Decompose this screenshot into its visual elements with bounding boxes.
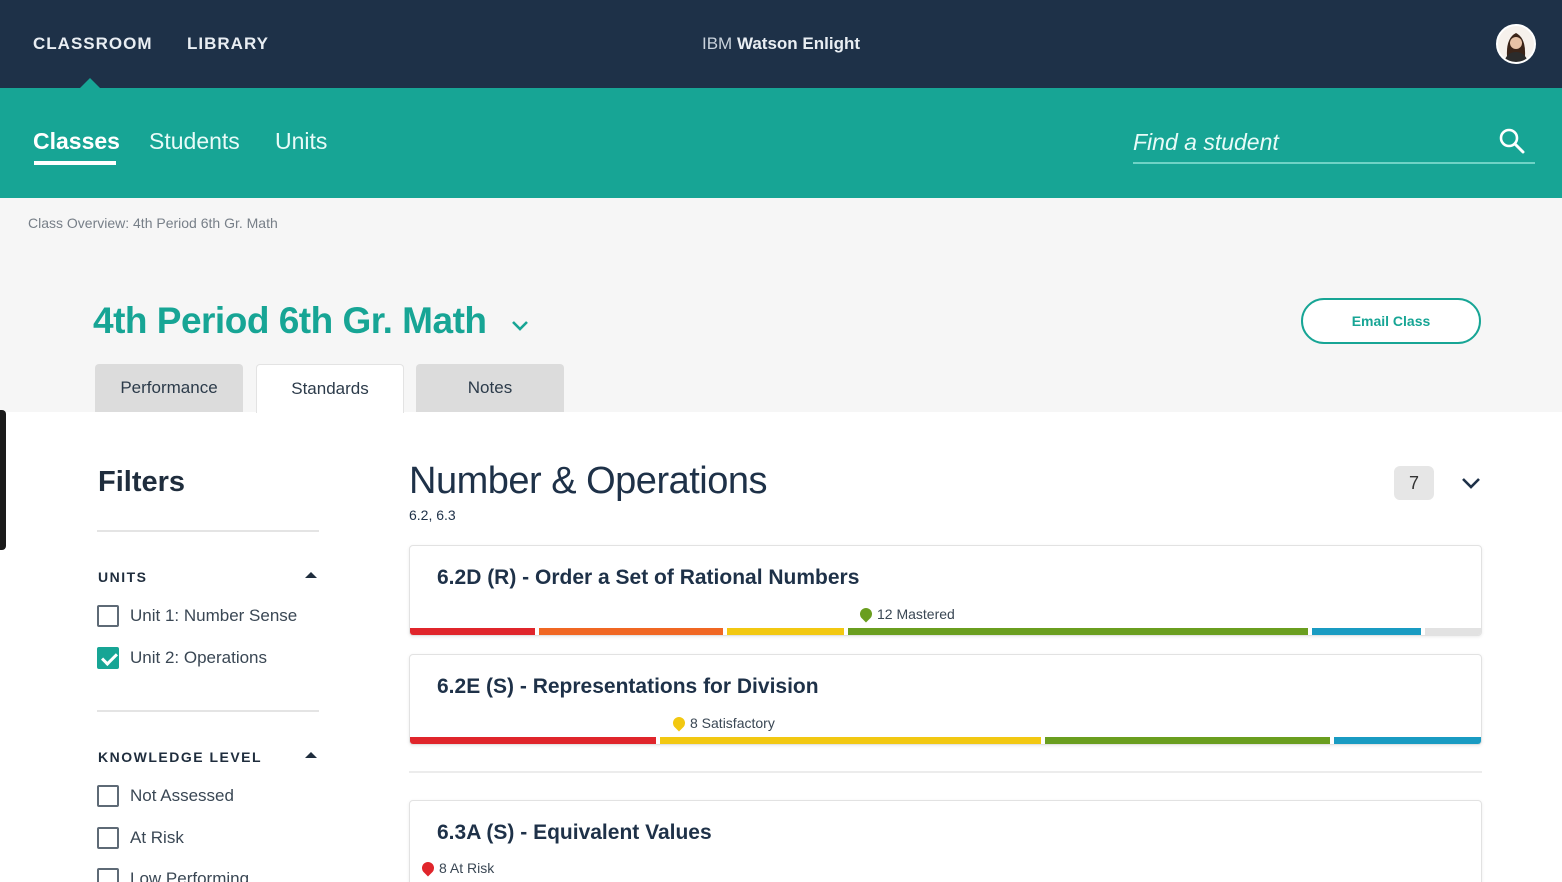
- tab-performance[interactable]: Performance: [95, 364, 243, 412]
- knowledge-level-heading[interactable]: KNOWLEDGE LEVEL: [98, 749, 263, 765]
- app-brand: IBM Watson Enlight: [0, 34, 1562, 54]
- filter-option-label: Not Assessed: [130, 786, 234, 805]
- standard-card[interactable]: 6.2D (R) - Order a Set of Rational Numbe…: [409, 545, 1482, 636]
- tab-classes[interactable]: Classes: [33, 128, 120, 154]
- window-edge: [0, 410, 6, 550]
- filters-title: Filters: [98, 466, 186, 498]
- active-section-caret-icon: [80, 78, 100, 88]
- filters-divider: [97, 710, 319, 712]
- not-assessed-checkbox[interactable]: [97, 785, 119, 807]
- at-risk-segment: [410, 737, 656, 744]
- units-filter-heading[interactable]: UNITS: [98, 569, 148, 585]
- tab-standards[interactable]: Standards: [256, 364, 404, 413]
- advanced-segment: [1312, 628, 1421, 635]
- standard-title[interactable]: 6.2E (S) - Representations for Division: [437, 675, 819, 698]
- secondary-nav: Classes Students Units: [0, 88, 1562, 198]
- not-assessed-segment: [1425, 628, 1481, 635]
- tab-units[interactable]: Units: [275, 128, 328, 154]
- filter-option-label: At Risk: [130, 828, 184, 847]
- collapse-knowledge-icon[interactable]: [305, 752, 317, 758]
- low-performing-checkbox[interactable]: [97, 868, 119, 882]
- performance-bar: [410, 628, 1481, 635]
- status-label: 12 Mastered: [857, 605, 955, 623]
- chevron-down-icon[interactable]: [509, 314, 531, 336]
- low-performing-segment: [539, 628, 723, 635]
- collapse-units-icon[interactable]: [305, 572, 317, 578]
- unit-2-checkbox[interactable]: [97, 647, 119, 669]
- user-avatar-icon[interactable]: [1496, 24, 1536, 64]
- satisfactory-segment: [660, 737, 1041, 744]
- standard-title[interactable]: 6.3A (S) - Equivalent Values: [437, 821, 712, 844]
- nav-classroom-link[interactable]: CLASSROOM: [33, 34, 153, 53]
- filter-option-label: Unit 2: Operations: [130, 648, 268, 667]
- card-separator: [409, 771, 1482, 773]
- tab-notes[interactable]: Notes: [416, 364, 564, 412]
- at-risk-segment: [410, 628, 535, 635]
- brand-prefix: IBM: [701, 34, 733, 53]
- unit-1-checkbox[interactable]: [97, 605, 119, 627]
- top-bar: CLASSROOM LIBRARY IBM Watson Enlight: [0, 0, 1562, 88]
- active-tab-underline: [34, 161, 116, 165]
- page-title[interactable]: 4th Period 6th Gr. Math: [93, 300, 487, 341]
- standards-count-badge: 7: [1394, 466, 1434, 500]
- class-header: Class Overview: 4th Period 6th Gr. Math …: [0, 198, 1562, 413]
- tab-students[interactable]: Students: [149, 128, 240, 154]
- map-pin-icon: [419, 859, 437, 877]
- satisfactory-segment: [727, 628, 844, 635]
- standard-card[interactable]: 6.2E (S) - Representations for Division …: [409, 654, 1482, 745]
- student-search: [1133, 122, 1535, 164]
- performance-bar: [410, 737, 1481, 744]
- search-input[interactable]: [1133, 122, 1493, 162]
- status-text: 8 At Risk: [439, 860, 495, 876]
- chevron-down-icon[interactable]: [1458, 470, 1484, 496]
- status-label: 8 Satisfactory: [670, 714, 775, 732]
- standard-card[interactable]: 6.3A (S) - Equivalent Values 8 At Risk: [409, 800, 1482, 882]
- filters-divider: [97, 530, 319, 532]
- email-class-button[interactable]: Email Class: [1301, 298, 1481, 344]
- advanced-segment: [1334, 737, 1481, 744]
- brand-name: Watson Enlight: [736, 34, 861, 53]
- standard-title[interactable]: 6.2D (R) - Order a Set of Rational Numbe…: [437, 566, 860, 589]
- section-title: Number & Operations: [409, 460, 768, 502]
- search-icon[interactable]: [1497, 126, 1527, 156]
- mastered-segment: [848, 628, 1308, 635]
- filter-option-label: Low Performing: [130, 869, 250, 882]
- section-standards-codes: 6.2, 6.3: [409, 507, 456, 523]
- status-text: 8 Satisfactory: [690, 715, 775, 731]
- map-pin-icon: [857, 605, 875, 623]
- status-label: 8 At Risk: [419, 859, 495, 877]
- nav-library-link[interactable]: LIBRARY: [187, 34, 269, 53]
- breadcrumb[interactable]: Class Overview: 4th Period 6th Gr. Math: [28, 215, 278, 231]
- filter-option-label: Unit 1: Number Sense: [130, 606, 298, 625]
- map-pin-icon: [670, 714, 688, 732]
- at-risk-checkbox[interactable]: [97, 827, 119, 849]
- mastered-segment: [1045, 737, 1330, 744]
- status-text: 12 Mastered: [877, 606, 955, 622]
